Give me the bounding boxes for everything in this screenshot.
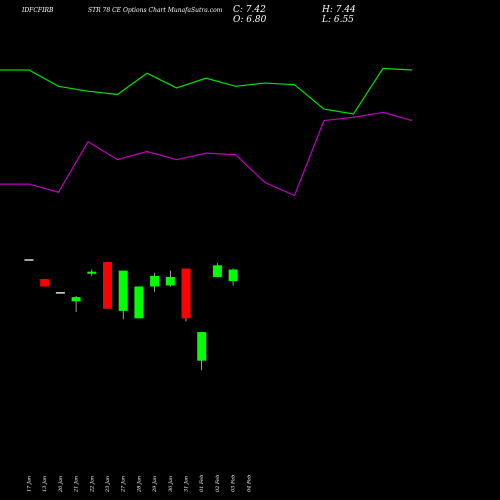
upper-line-path (0, 67, 413, 115)
candle-body (150, 275, 160, 287)
x-tick-label: 30 Jan (168, 476, 174, 492)
x-tick-label: 21 Jan (74, 476, 80, 493)
x-tick-label: 01 Feb (199, 475, 205, 492)
symbol-label: IDFCFIRB (22, 7, 54, 14)
candle-body (24, 259, 34, 261)
x-axis-labels: 17 Jan 13 Jan 20 Jan 21 Jan 22 Jan 23 Jan 27 J… (27, 475, 253, 493)
candle-body (118, 270, 128, 311)
x-tick-label: 20 Jan (58, 476, 64, 493)
x-tick-label: 23 Jan (105, 476, 111, 493)
open-value: O: 6.80 (233, 15, 267, 25)
x-tick-label: 28 Jan (136, 476, 142, 493)
candle-body (103, 262, 112, 309)
candle-body (212, 265, 222, 277)
candle-body (228, 269, 238, 282)
candle-body (87, 271, 97, 274)
lower-line-series (0, 111, 413, 197)
x-tick-label: 13 Jan (42, 476, 48, 492)
candle-body (55, 292, 65, 294)
low-value: L: 6.55 (322, 15, 354, 25)
close-value: C: 7.42 (233, 5, 266, 15)
candle-body (71, 297, 81, 302)
lower-line-path (0, 111, 413, 197)
candle-body (134, 286, 144, 319)
candle-body (165, 276, 175, 286)
upper-line-series (0, 67, 413, 115)
x-tick-label: 29 Jan (152, 476, 158, 493)
high-value: H: 7.44 (322, 5, 356, 15)
x-tick-label: 03 Feb (231, 475, 237, 492)
candle-body (197, 332, 207, 361)
x-tick-label: 22 Jan (89, 476, 95, 493)
x-tick-label: 02 Feb (215, 475, 221, 492)
chart-subtitle: STR 78 CE Options Chart MunafaSutra.com (88, 7, 223, 14)
candle-body (181, 268, 191, 319)
x-tick-label: 04 Feb (246, 475, 252, 492)
x-tick-label: 31 Jan (184, 476, 190, 492)
candle-body (40, 279, 50, 287)
x-tick-label: 27 Jan (121, 476, 127, 493)
candlesticks (24, 259, 238, 371)
x-tick-label: 17 Jan (27, 476, 33, 492)
